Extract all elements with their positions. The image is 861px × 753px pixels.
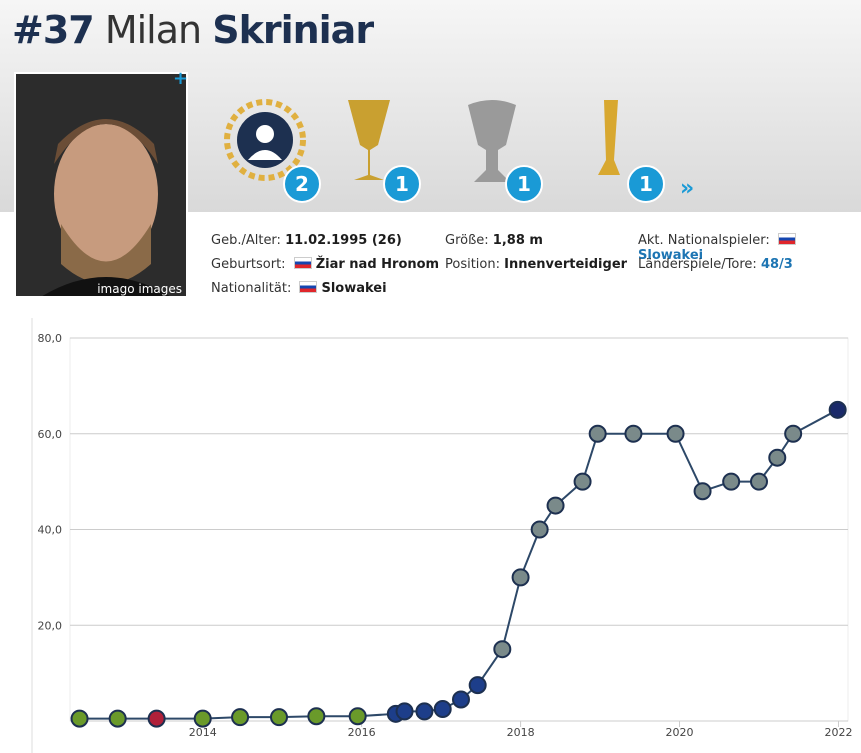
player-name: #37 Milan Skriniar <box>12 8 374 52</box>
plus-icon[interactable]: + <box>173 68 189 89</box>
value-point[interactable] <box>546 496 565 515</box>
value-point[interactable] <box>270 708 289 727</box>
first-name: Milan <box>104 8 202 52</box>
chart: 20,0 40,0 60,0 80,0 2014 2016 2018 2020 2022 <box>31 318 852 753</box>
y-tick-label: 60,0 <box>38 428 63 441</box>
photo[interactable]: imago images <box>14 72 188 298</box>
label: Geburtsort: <box>211 257 286 272</box>
value-point[interactable] <box>147 709 166 728</box>
label: Länderspiele/Tore: <box>638 257 757 272</box>
value-point[interactable] <box>666 424 685 443</box>
x-tick-label: 2020 <box>666 726 694 739</box>
value-point[interactable] <box>468 676 487 695</box>
value-point[interactable] <box>348 707 367 726</box>
value-point[interactable] <box>70 709 89 728</box>
value-point[interactable] <box>624 424 643 443</box>
svg-text:»: » <box>680 176 694 200</box>
label: Größe: <box>445 233 489 248</box>
value-point[interactable] <box>573 472 592 491</box>
value-point[interactable] <box>415 702 434 721</box>
number: #37 <box>12 8 95 52</box>
value-point[interactable] <box>193 709 212 728</box>
value: 1,88 m <box>492 233 543 248</box>
value-point[interactable] <box>307 707 326 726</box>
value-point[interactable] <box>493 640 512 659</box>
value-point[interactable] <box>588 424 607 443</box>
label: Geb./Alter: <box>211 233 281 248</box>
value-point[interactable] <box>433 700 452 719</box>
value-point[interactable] <box>749 472 768 491</box>
info-col1: Geb./Alter: 11.02.1995 (26) Geburtsort: … <box>211 233 439 305</box>
badge-count[interactable]: 1 <box>505 165 543 203</box>
photo-art <box>42 119 170 296</box>
value-point[interactable] <box>768 448 787 467</box>
value: Innenverteidiger <box>504 257 628 272</box>
y-tick-label: 20,0 <box>38 619 63 632</box>
x-tick-label: 2014 <box>189 726 217 739</box>
value[interactable]: Slowakei <box>638 248 704 263</box>
badge-count[interactable]: 1 <box>383 165 421 203</box>
x-tick-label: 2016 <box>348 726 376 739</box>
info-col3: Akt. Nationalspieler: Slowakei Länderspi… <box>638 233 861 281</box>
value-line <box>79 408 839 720</box>
value: 11.02.1995 (26) <box>285 233 402 248</box>
x-tick-label: 2018 <box>507 726 535 739</box>
badge-count[interactable]: 1 <box>627 165 665 203</box>
value-point[interactable] <box>722 472 741 491</box>
value-point[interactable] <box>395 702 414 721</box>
photo-caption: imago images <box>97 282 182 296</box>
y-tick-label: 40,0 <box>38 524 63 537</box>
x-tick-label: 2022 <box>824 726 852 739</box>
value-point[interactable] <box>828 400 847 419</box>
value-point[interactable] <box>108 709 127 728</box>
value-point[interactable] <box>511 568 530 587</box>
label: Nationalität: <box>211 281 292 296</box>
y-tick-label: 80,0 <box>38 332 63 345</box>
value-point[interactable] <box>530 520 549 539</box>
trophies: » <box>224 99 694 200</box>
info-col2: Größe: 1,88 m Position: Innenverteidiger <box>445 233 627 281</box>
value-point[interactable] <box>784 424 803 443</box>
badge-count[interactable]: 2 <box>283 165 321 203</box>
last-name: Skriniar <box>212 8 374 52</box>
label: Akt. Nationalspieler: <box>638 233 770 248</box>
value[interactable]: Žiar nad Hronom <box>315 257 440 272</box>
value[interactable]: 48/3 <box>760 257 793 272</box>
value-point[interactable] <box>693 482 712 501</box>
value[interactable]: Slowakei <box>321 281 387 296</box>
value-point[interactable] <box>451 690 470 709</box>
value-point[interactable] <box>231 708 250 727</box>
label: Position: <box>445 257 500 272</box>
